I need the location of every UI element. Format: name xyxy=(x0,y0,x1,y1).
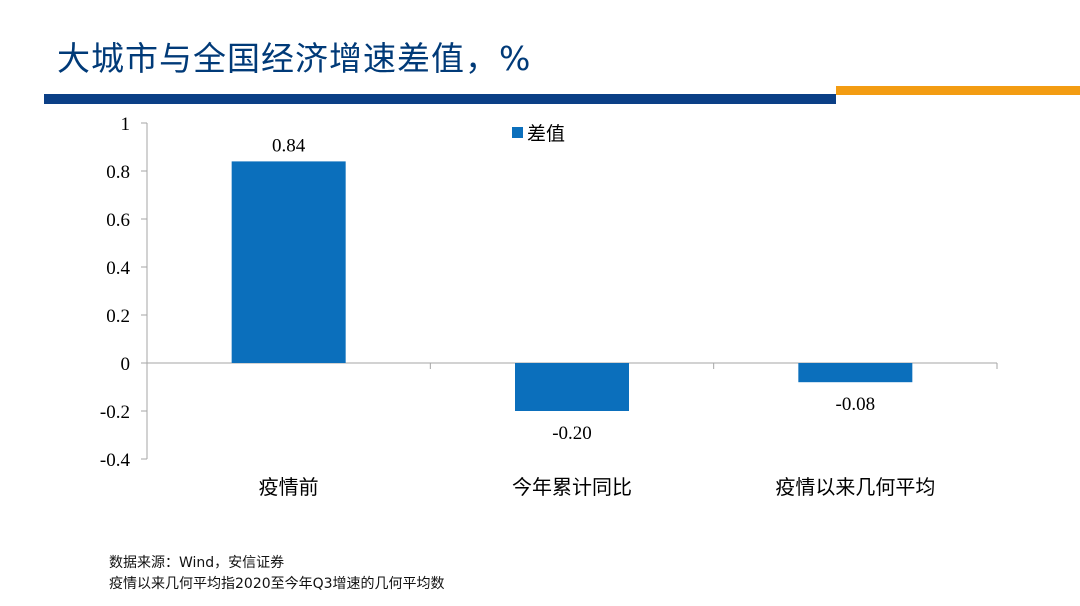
x-category-label: 疫情以来几何平均 xyxy=(775,475,935,499)
title-underline-orange xyxy=(836,86,1080,95)
bar xyxy=(798,363,913,383)
x-category-label: 疫情前 xyxy=(259,475,319,499)
y-tick-label: 1 xyxy=(121,114,131,135)
y-tick-label: 0.6 xyxy=(106,210,130,231)
data-label: -0.08 xyxy=(836,394,876,415)
y-tick-label: 0.8 xyxy=(106,162,130,183)
data-label: 0.84 xyxy=(272,135,306,156)
x-category-label: 今年累计同比 xyxy=(512,475,632,499)
data-label: -0.20 xyxy=(552,423,592,444)
legend-label: 差值 xyxy=(527,123,565,145)
bar xyxy=(515,363,629,411)
source-note: 数据来源：Wind，安信证券 xyxy=(109,555,285,571)
method-note: 疫情以来几何平均指2020至今年Q3增速的几何平均数 xyxy=(109,576,445,592)
y-tick-label: 0.2 xyxy=(106,306,130,327)
footnotes: 数据来源：Wind，安信证券 疫情以来几何平均指2020至今年Q3增速的几何平均… xyxy=(109,553,445,595)
page-title: 大城市与全国经济增速差值，% xyxy=(57,39,532,78)
y-tick-label: -0.4 xyxy=(100,450,131,471)
legend-swatch xyxy=(512,127,523,138)
title-underline-blue xyxy=(44,94,836,104)
y-tick-label: -0.2 xyxy=(100,402,130,423)
bar xyxy=(231,161,346,363)
y-tick-label: 0 xyxy=(121,354,131,375)
y-tick-label: 0.4 xyxy=(106,258,130,279)
